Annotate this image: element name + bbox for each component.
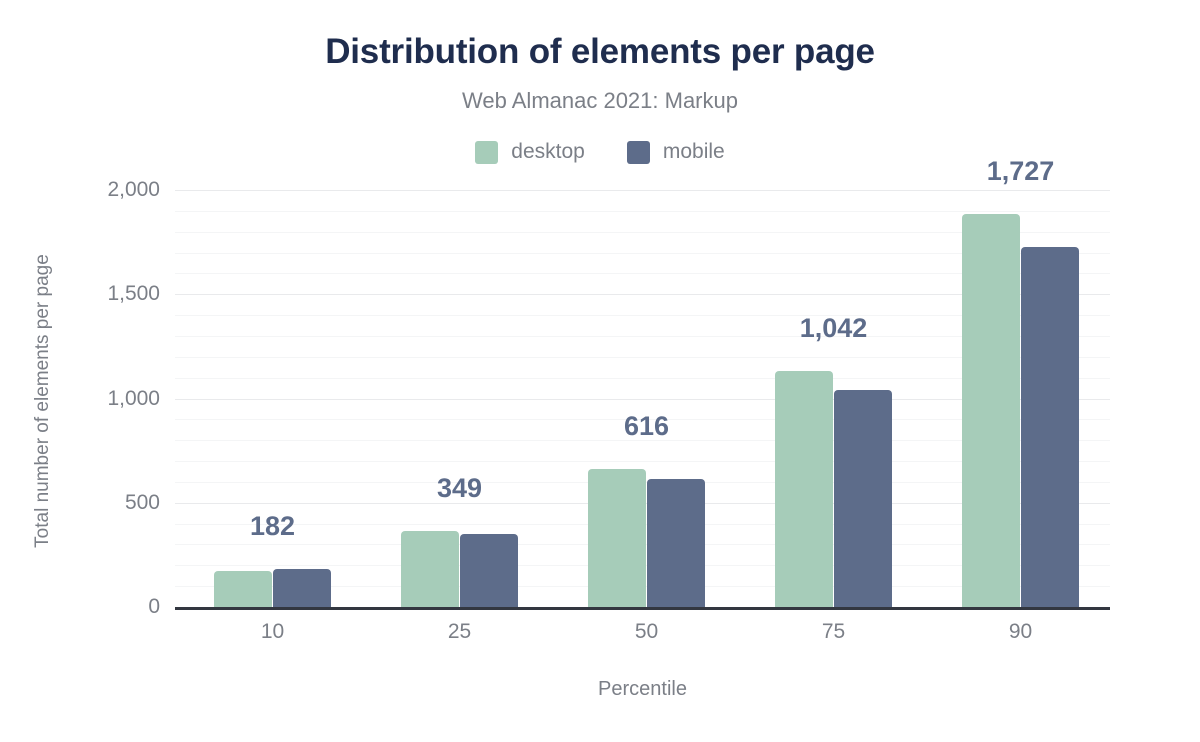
- bar-mobile-p90[interactable]: [1021, 246, 1079, 607]
- plot-area: [175, 190, 1110, 607]
- bar-desktop-p25[interactable]: [401, 530, 459, 607]
- x-axis-line: [175, 607, 1110, 610]
- bar-group-p90: [962, 190, 1079, 607]
- gridline: [175, 231, 1110, 233]
- bar-mobile-p75[interactable]: [834, 389, 892, 607]
- y-tick-label: 500: [124, 490, 160, 514]
- legend-label-mobile: mobile: [662, 140, 725, 163]
- gridline: [175, 294, 1110, 296]
- y-tick-label: 1,500: [107, 282, 160, 306]
- x-tick-label-p90: 90: [1008, 620, 1033, 643]
- gridline: [175, 335, 1110, 337]
- bar-desktop-p90[interactable]: [962, 213, 1020, 607]
- x-tick-label-p75: 75: [821, 620, 846, 643]
- legend-swatch-mobile: [626, 140, 650, 164]
- gridline: [175, 356, 1110, 358]
- legend-label-desktop: desktop: [511, 140, 585, 163]
- bar-desktop-p75[interactable]: [775, 370, 833, 607]
- gridline: [175, 273, 1110, 275]
- chart-legend: desktop mobile: [0, 140, 1200, 164]
- legend-item-mobile[interactable]: mobile: [626, 140, 725, 164]
- legend-swatch-desktop: [475, 140, 499, 164]
- bar-mobile-p50[interactable]: [647, 478, 705, 607]
- bar-desktop-p10[interactable]: [214, 570, 272, 607]
- gridline: [175, 210, 1110, 212]
- y-axis-title: Total number of elements per page: [32, 254, 53, 548]
- bar-desktop-p50[interactable]: [588, 468, 646, 607]
- y-tick-label: 1,000: [107, 386, 160, 410]
- bar-value-label-p90: 1,727: [986, 155, 1055, 186]
- gridline: [175, 398, 1110, 400]
- bar-group-p75: [775, 190, 892, 607]
- chart-title: Distribution of elements per page: [325, 32, 875, 71]
- bar-group-p25: [401, 190, 518, 607]
- gridline: [175, 315, 1110, 317]
- x-tick-label-p50: 50: [634, 620, 659, 643]
- gridline: [175, 190, 1110, 191]
- chart-subtitle: Web Almanac 2021: Markup: [462, 88, 738, 113]
- gridline: [175, 377, 1110, 379]
- bar-value-label-p50: 616: [623, 410, 670, 441]
- bar-value-label-p10: 182: [249, 511, 296, 542]
- x-axis-title: Percentile: [598, 678, 687, 700]
- bar-mobile-p10[interactable]: [273, 569, 331, 607]
- bar-group-p50: [588, 190, 705, 607]
- gridline: [175, 419, 1110, 421]
- bar-group-p10: [214, 190, 331, 607]
- y-tick-label: 2,000: [107, 178, 160, 201]
- gridline: [175, 461, 1110, 463]
- gridline: [175, 252, 1110, 254]
- x-tick-label-p10: 10: [260, 620, 285, 643]
- y-tick-label: 0: [148, 595, 160, 618]
- legend-item-desktop[interactable]: desktop: [475, 140, 585, 164]
- y-axis-tick-labels: 0 500 1,000 1,500 2,000: [60, 0, 160, 742]
- bar-value-label-p25: 349: [436, 472, 483, 503]
- x-tick-label-p25: 25: [447, 620, 472, 643]
- bar-mobile-p25[interactable]: [460, 534, 518, 607]
- bar-value-label-p75: 1,042: [799, 312, 868, 343]
- gridline: [175, 440, 1110, 442]
